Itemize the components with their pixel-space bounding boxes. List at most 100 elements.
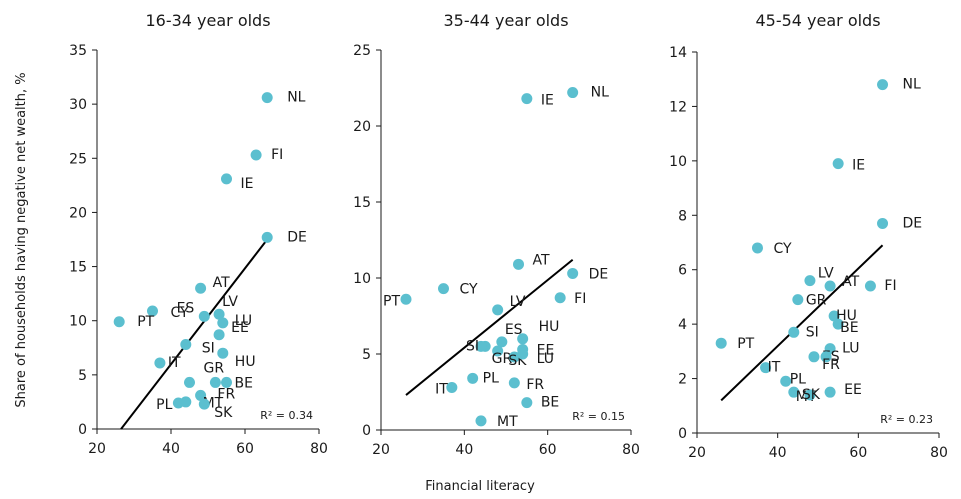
- point-label-de: DE: [287, 229, 307, 245]
- point-label-pt: PT: [137, 314, 154, 330]
- panel-title: 16-34 year olds: [145, 11, 270, 30]
- data-point-es: [496, 336, 508, 348]
- x-tick-label: 80: [310, 441, 328, 457]
- data-point-si: [180, 339, 192, 351]
- point-label-at: AT: [213, 275, 230, 291]
- point-label-nl: NL: [903, 77, 921, 93]
- y-tick-label: 30: [69, 97, 87, 113]
- point-label-si: SI: [466, 338, 479, 354]
- data-point-fi: [250, 149, 262, 161]
- point-label-it: IT: [168, 355, 181, 371]
- y-tick-label: 25: [353, 43, 371, 59]
- data-point-cy: [147, 305, 158, 317]
- x-tick-label: 40: [162, 441, 180, 457]
- x-tick-label: 20: [372, 442, 390, 458]
- panel-3: 45-54 year olds 0 2 4 6 8 10 12 14 20 40 60 80 NL IE DE…: [669, 11, 948, 461]
- y-tick-label: 5: [78, 368, 87, 384]
- data-point-hu: [217, 347, 229, 359]
- y-axis-label: Share of households having negative net …: [14, 72, 29, 407]
- x-tick-label: 40: [455, 442, 473, 458]
- data-point-cy: [752, 242, 763, 254]
- y-tick-label: 25: [69, 151, 87, 167]
- data-point-pt: [113, 316, 125, 328]
- point-label-fr: FR: [526, 377, 544, 393]
- data-point-mt: [195, 389, 207, 401]
- data-point-es: [198, 310, 210, 322]
- data-point-at: [513, 258, 524, 270]
- point-label-ee: EE: [537, 342, 555, 358]
- point-label-pl: PL: [483, 370, 499, 386]
- data-point-pl: [780, 375, 792, 387]
- data-point-ee: [824, 386, 836, 398]
- point-label-ie: IE: [852, 158, 865, 174]
- point-label-lv: LV: [222, 294, 238, 310]
- data-point-fr: [820, 351, 832, 363]
- data-point-be: [221, 376, 232, 388]
- data-point-it: [760, 362, 772, 374]
- point-label-pt: PT: [737, 336, 754, 352]
- r-squared-label: R² = 0.15: [572, 410, 625, 423]
- data-point-at: [195, 282, 207, 294]
- data-point-mt: [788, 386, 800, 398]
- data-point-nl: [261, 92, 273, 104]
- y-tick-label: 15: [353, 195, 371, 211]
- point-label-si: SI: [806, 324, 819, 340]
- point-label-cy: CY: [774, 241, 793, 257]
- data-point-ie: [832, 158, 844, 170]
- y-tick-label: 20: [69, 205, 87, 221]
- point-label-ee: EE: [231, 320, 249, 336]
- point-label-ie: IE: [241, 176, 254, 192]
- data-point-fr: [209, 376, 221, 388]
- point-label-lu: LU: [842, 341, 859, 357]
- point-label-pl: PL: [790, 371, 806, 387]
- point-label-be: BE: [235, 375, 253, 391]
- point-label-it: IT: [768, 360, 781, 376]
- data-point-it: [446, 381, 458, 393]
- x-tick-label: 60: [236, 441, 254, 457]
- data-point-hu: [517, 333, 529, 345]
- data-point-lu: [517, 348, 529, 360]
- data-point-sk: [804, 389, 816, 401]
- point-label-es: ES: [177, 300, 195, 316]
- data-point-ie: [521, 93, 533, 105]
- point-label-lu: LU: [537, 351, 554, 367]
- x-tick-label: 40: [769, 445, 787, 461]
- point-label-nl: NL: [591, 85, 609, 101]
- point-label-gr: GR: [806, 293, 827, 309]
- y-tick-label: 10: [69, 314, 87, 330]
- y-tick-label: 0: [678, 426, 687, 442]
- panel-title: 35-44 year olds: [443, 11, 568, 30]
- point-label-sk: SK: [214, 405, 233, 421]
- x-tick-label: 80: [930, 445, 948, 461]
- data-point-fi: [864, 280, 876, 292]
- point-label-be: BE: [541, 395, 559, 411]
- data-point-de: [877, 217, 889, 229]
- y-tick-label: 20: [353, 119, 371, 135]
- point-label-fi: FI: [574, 291, 586, 307]
- y-tick-label: 14: [669, 45, 687, 61]
- y-tick-label: 15: [69, 260, 87, 276]
- point-label-cy: CY: [460, 282, 479, 298]
- y-tick-label: 10: [669, 154, 687, 170]
- data-point-pt: [400, 293, 412, 305]
- data-point-at: [824, 280, 836, 292]
- data-point-gr: [184, 376, 195, 388]
- data-point-sk: [198, 398, 210, 410]
- trendline: [405, 258, 574, 396]
- point-label-it: IT: [435, 381, 448, 397]
- data-point-pl: [467, 372, 479, 384]
- point-label-lu: LU: [235, 313, 252, 329]
- point-label-sk: SK: [802, 387, 821, 403]
- point-label-cy: CY: [171, 305, 190, 321]
- point-label-hu: HU: [539, 319, 560, 335]
- data-point-hu: [828, 310, 840, 322]
- data-point-be: [521, 397, 533, 409]
- x-tick-label: 20: [88, 441, 106, 457]
- trendline: [120, 238, 268, 430]
- data-point-mt: [475, 415, 487, 427]
- y-tick-label: 6: [678, 263, 687, 279]
- point-label-pl: PL: [156, 397, 172, 413]
- data-point-cy: [438, 283, 449, 295]
